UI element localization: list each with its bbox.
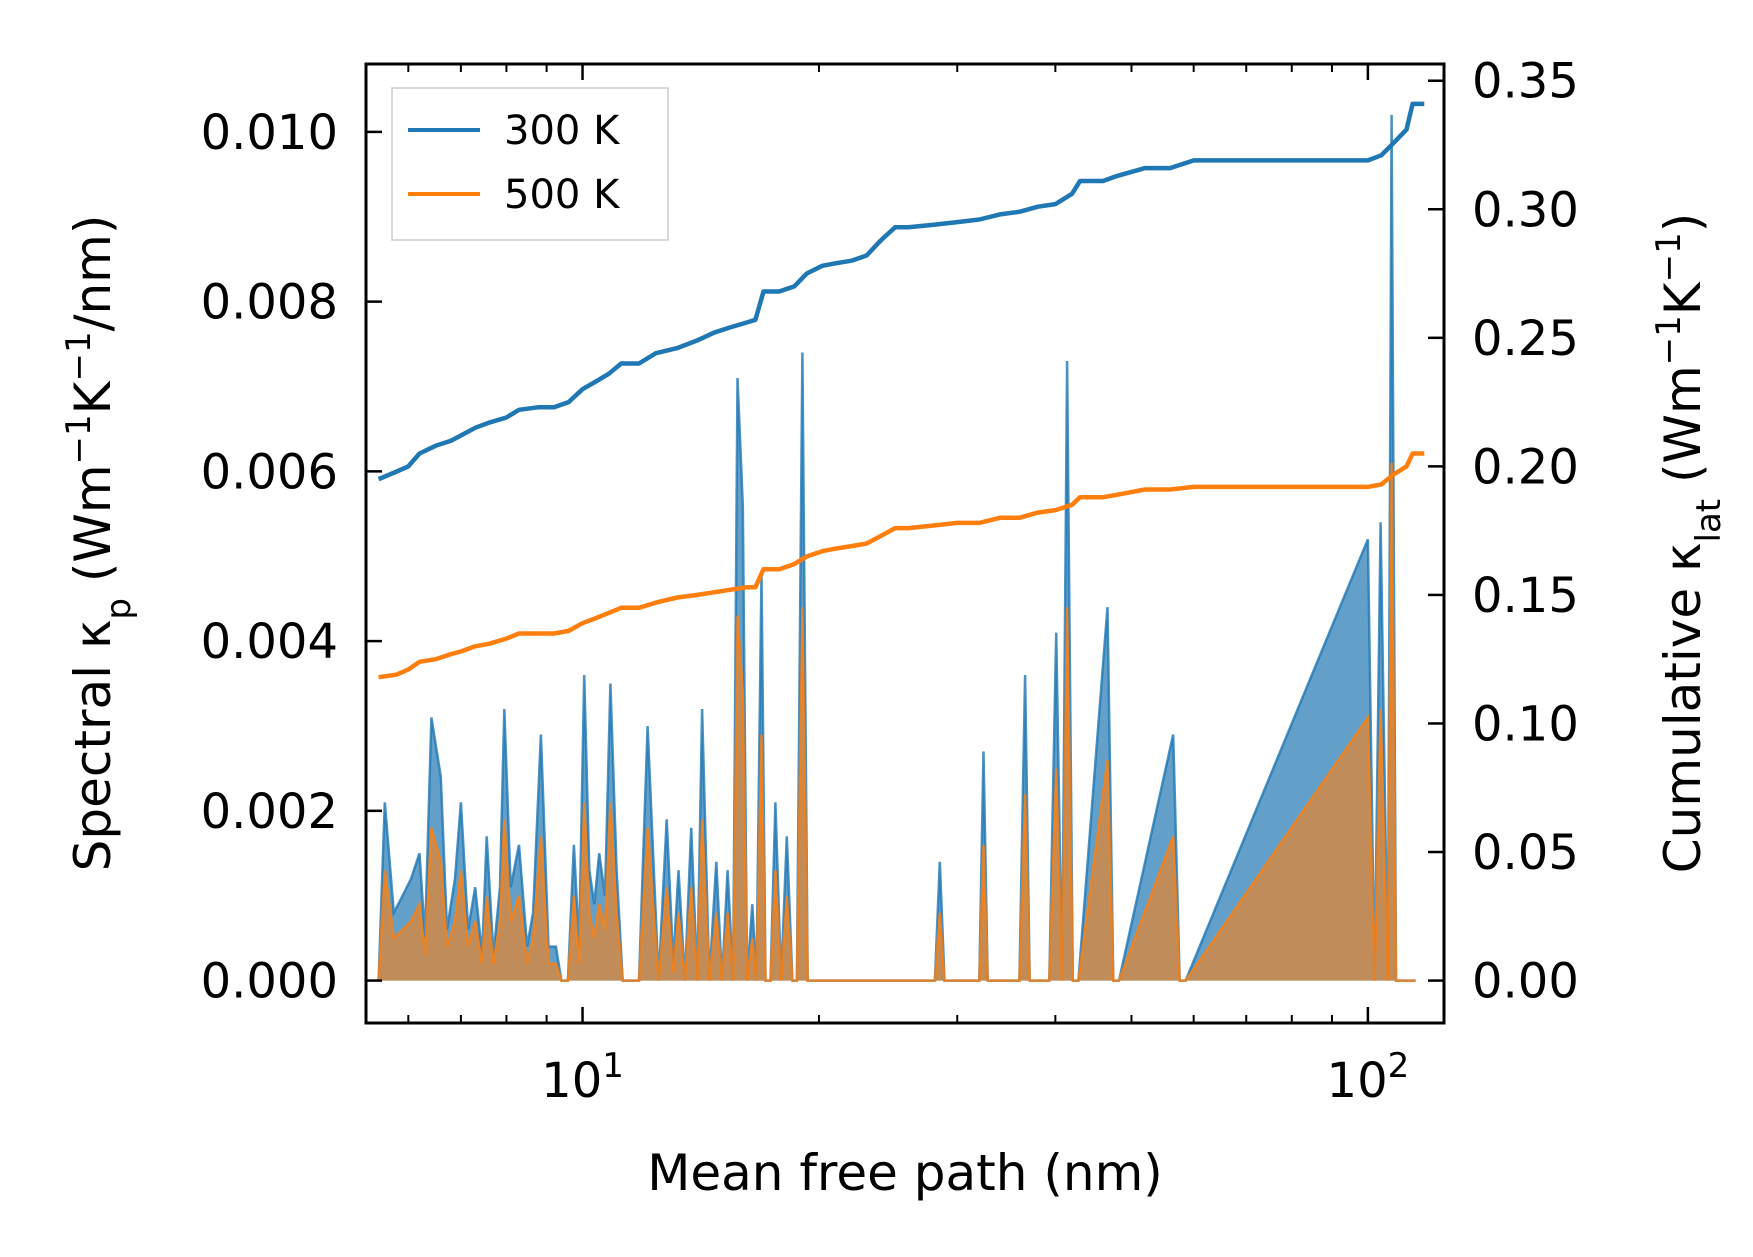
legend: 300 K 500 K — [391, 87, 669, 241]
cumulative-line-layer — [377, 101, 1425, 680]
left-tick-label: 0.008 — [201, 275, 338, 331]
ticks-layer: 101 102 0.000 0.002 0.004 0.006 0.008 0.010 0.00… — [201, 54, 1579, 1109]
left-tick-label: 0.010 — [201, 105, 338, 161]
right-tick-label: 0.10 — [1472, 696, 1579, 752]
x-tick-label: 102 — [1327, 1046, 1410, 1109]
spectral-area-500-k-spectral — [378, 462, 1416, 981]
right-tick-label: 0.30 — [1472, 182, 1579, 238]
right-tick-label: 0.35 — [1472, 54, 1579, 110]
legend-label-500k: 500 K — [504, 172, 621, 218]
cumulative-line-300-k — [377, 101, 1425, 482]
spectral-area-layer — [377, 114, 1416, 982]
cumulative-line-500-k — [378, 451, 1425, 680]
right-tick-label: 0.20 — [1472, 439, 1579, 495]
right-axis-label: Cumulative κlat (Wm−1K−1) — [1649, 213, 1729, 873]
x-tick-label: 101 — [541, 1046, 624, 1109]
right-tick-label: 0.05 — [1472, 825, 1579, 881]
left-tick-label: 0.002 — [201, 784, 338, 840]
left-tick-label: 0.006 — [201, 444, 338, 500]
plot-frame — [364, 62, 1446, 1025]
right-tick-label: 0.15 — [1472, 568, 1579, 624]
left-tick-label: 0.004 — [201, 614, 338, 670]
legend-label-300k: 300 K — [504, 108, 621, 154]
left-tick-label: 0.000 — [201, 954, 338, 1010]
left-axis-label: Spectral κp (Wm−1K−1/nm) — [59, 215, 139, 872]
x-axis-label: Mean free path (nm) — [647, 1144, 1163, 1202]
right-tick-label: 0.00 — [1472, 954, 1579, 1010]
spectral-line-500-k-spectral — [377, 462, 1416, 982]
legend-box — [391, 87, 669, 241]
right-tick-label: 0.25 — [1472, 311, 1579, 367]
